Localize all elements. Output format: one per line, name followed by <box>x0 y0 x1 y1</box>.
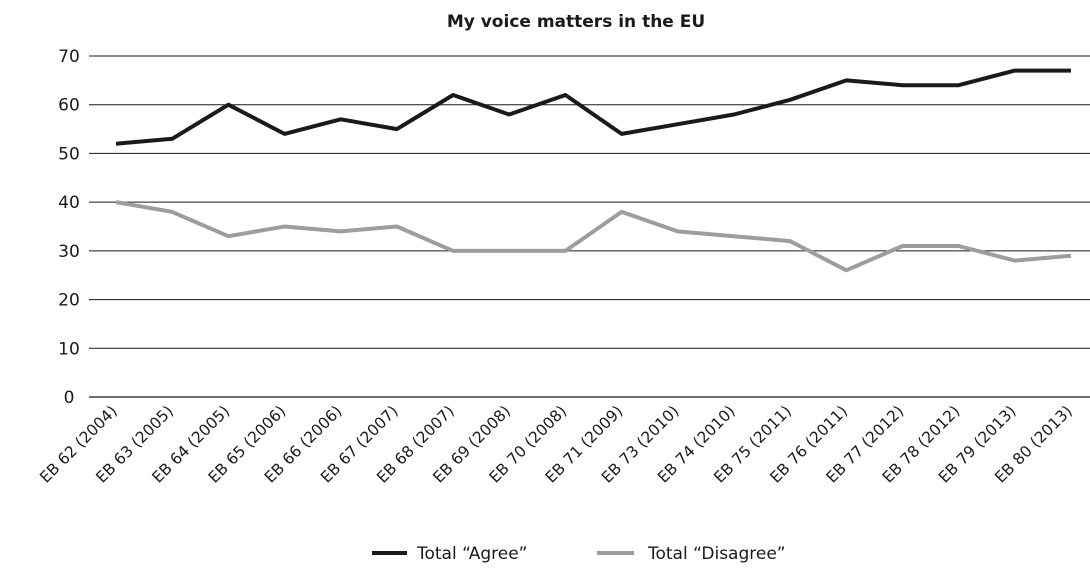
y-tick-label: 70 <box>58 47 80 67</box>
chart-title: My voice matters in the EU <box>447 12 705 32</box>
y-axis-ticks: 0 10 20 30 40 50 60 70 <box>58 47 80 408</box>
series-line-1 <box>115 200 1072 273</box>
series-lines <box>115 68 1072 273</box>
y-tick-label: 60 <box>58 96 80 116</box>
y-tick-label: 0 <box>64 388 75 408</box>
legend-label-disagree: Total “Disagree” <box>647 544 786 564</box>
legend-label-agree: Total “Agree” <box>416 544 527 564</box>
y-tick-label: 10 <box>58 339 80 359</box>
y-tick-label: 20 <box>58 291 80 311</box>
x-axis-ticks: EB 62 (2004)EB 63 (2005)EB 64 (2005)EB 6… <box>36 402 1076 487</box>
series-line-0 <box>115 68 1071 146</box>
y-tick-label: 30 <box>58 242 80 262</box>
y-tick-label: 40 <box>58 193 80 213</box>
legend: Total “Agree” Total “Disagree” <box>372 544 786 564</box>
gridlines <box>89 55 1090 398</box>
y-tick-label: 50 <box>58 144 80 164</box>
